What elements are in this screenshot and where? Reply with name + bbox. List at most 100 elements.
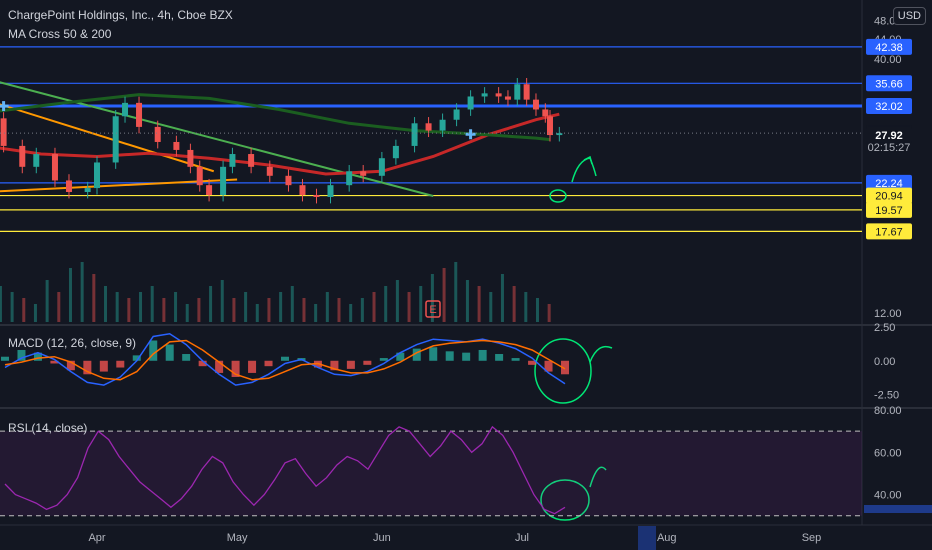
time-range-highlight — [638, 526, 656, 550]
candle-body — [378, 158, 385, 176]
candle-body — [392, 145, 399, 159]
rsi-label: RSI (14, close) — [8, 421, 88, 435]
candle-body — [346, 171, 353, 186]
annotation-arrow — [589, 466, 607, 488]
macd-histogram-bar — [363, 360, 372, 365]
volume-bar — [442, 268, 446, 322]
candle-body — [360, 171, 367, 176]
volume-bar — [115, 292, 119, 322]
volume-bar — [197, 298, 201, 322]
macd-histogram-bar — [66, 360, 75, 371]
candle-body — [542, 109, 549, 117]
price-axis-label: 12.00 — [874, 308, 902, 320]
candle-body — [453, 109, 460, 120]
price-label-text: 22.24 — [875, 178, 903, 190]
ma-cross-label: MA Cross 50 & 200 — [8, 27, 112, 41]
volume-bar — [267, 298, 271, 322]
moving-average-line — [0, 93, 551, 142]
candle-body — [196, 166, 203, 186]
candle-body — [411, 123, 418, 146]
candle-body — [532, 99, 539, 110]
price-label-text: 19.57 — [875, 205, 903, 217]
trendline — [0, 178, 238, 193]
price-label-badge — [866, 75, 912, 92]
candle-body — [439, 119, 446, 131]
candle-body — [173, 141, 180, 150]
rsi-axis-label: 80.00 — [874, 405, 902, 417]
macd-histogram-bar — [132, 355, 141, 361]
time-axis-label: May — [227, 532, 248, 544]
annotation-circle — [549, 189, 567, 203]
earnings-marker-label: E — [429, 304, 436, 316]
volume-bar — [127, 298, 131, 322]
candle-body — [327, 185, 334, 198]
candle-body — [65, 180, 72, 192]
macd-histogram-bar — [561, 360, 569, 375]
volume-bar — [185, 304, 189, 322]
volume-bar — [33, 304, 37, 322]
volume-bar — [104, 286, 108, 322]
price-label-text: 32.02 — [875, 101, 903, 113]
rsi-axis-label: 60.00 — [874, 447, 902, 459]
ma-cross-marker — [465, 129, 476, 140]
currency-button[interactable]: USD — [892, 7, 926, 25]
symbol-legend: ChargePoint Holdings, Inc., 4h, Cboe BZX — [8, 8, 233, 22]
candle-body — [112, 116, 119, 163]
annotation-circle — [540, 479, 590, 521]
candle-body — [425, 123, 432, 131]
volume-bar — [302, 298, 306, 322]
volume-bar — [68, 268, 72, 322]
price-label-text: 35.66 — [875, 78, 903, 90]
rsi-line — [4, 425, 566, 515]
rsi-axis-highlight — [864, 505, 932, 513]
price-label-badge — [866, 223, 912, 240]
price-label-badge — [866, 98, 912, 115]
macd-histogram-bar — [528, 360, 537, 365]
volume-bar — [0, 286, 2, 322]
time-axis-label: Apr — [88, 532, 105, 544]
macd-axis-label: 2.50 — [874, 322, 895, 334]
volume-bar — [232, 298, 236, 322]
time-axis-label: Aug — [657, 532, 677, 544]
annotation-circle — [534, 338, 592, 404]
volume-bar — [209, 286, 213, 322]
annotation-arrow — [589, 345, 613, 363]
candle-body — [0, 118, 7, 146]
volume-bar — [80, 262, 84, 322]
price-label-badge — [866, 126, 912, 143]
volume-bar — [10, 292, 14, 322]
moving-average-line — [0, 112, 560, 176]
macd-label: MACD (12, 26, close, 9) — [8, 336, 137, 350]
volume-bar — [524, 292, 528, 322]
candle-body — [51, 154, 58, 181]
candle-body — [523, 84, 530, 100]
candle-body — [481, 93, 488, 97]
candle-body — [285, 175, 292, 186]
volume-bar — [325, 292, 329, 322]
volume-bar — [244, 292, 248, 322]
trendline — [0, 81, 434, 197]
candle-body — [220, 166, 227, 195]
macd-histogram-bar — [198, 360, 207, 367]
candle-body — [187, 149, 194, 167]
candle-body — [556, 133, 563, 136]
volume-bar — [407, 292, 411, 322]
ma-cross-marker — [0, 101, 9, 112]
volume-bar — [45, 280, 49, 322]
rsi-axis-label: 40.00 — [874, 490, 902, 502]
candle-body — [19, 145, 26, 167]
candle-body — [248, 154, 255, 167]
volume-bar — [535, 298, 539, 322]
time-axis-label: Sep — [802, 532, 822, 544]
macd-histogram-bar — [165, 344, 174, 361]
macd-axis-label: -2.50 — [874, 390, 899, 402]
price-label-text: 27.92 — [875, 130, 903, 142]
volume-bar — [150, 286, 154, 322]
volume-bar — [360, 298, 364, 322]
volume-bar — [255, 304, 259, 322]
symbol-title: ChargePoint Holdings, Inc., 4h, Cboe BZX — [8, 8, 233, 22]
volume-bar — [547, 304, 551, 322]
macd-histogram-bar — [99, 360, 108, 372]
volume-bar — [57, 292, 61, 322]
